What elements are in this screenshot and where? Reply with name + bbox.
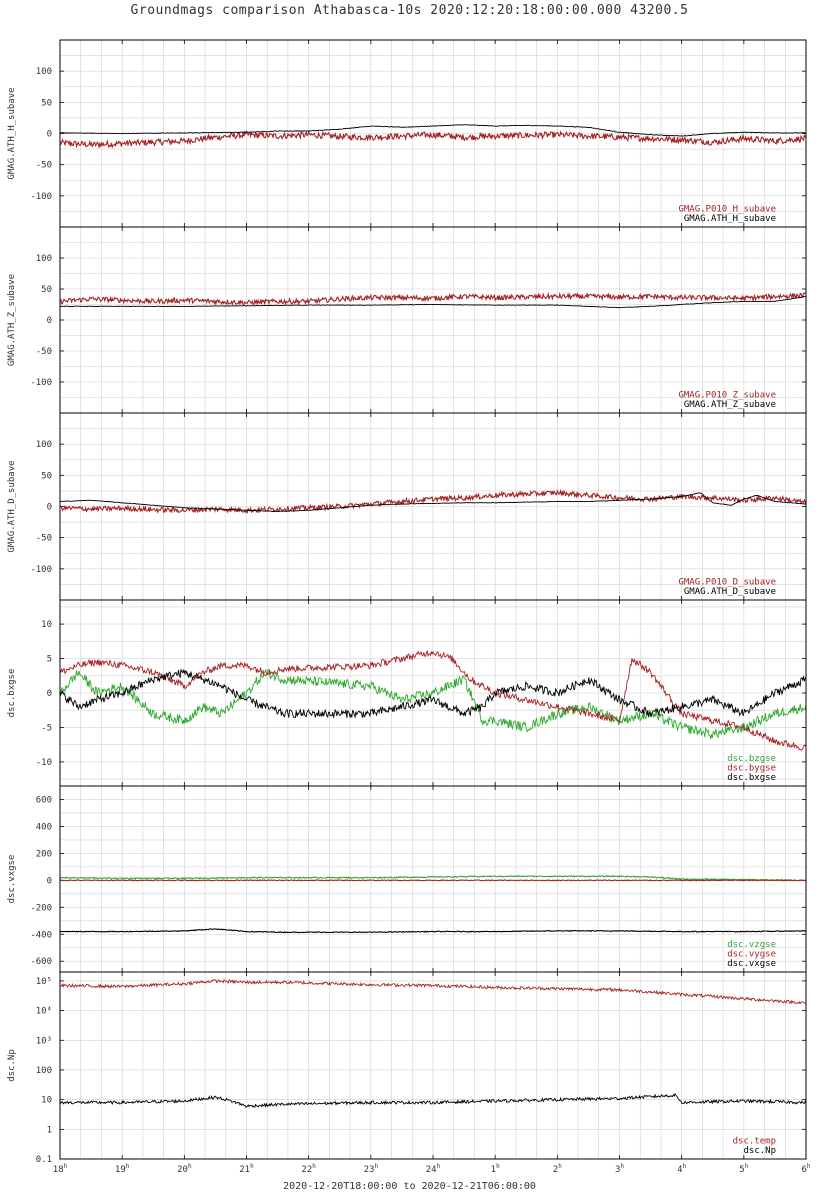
x-tick-label: 20h: [177, 1163, 192, 1175]
legend-entry: dsc.vzgse: [727, 940, 776, 950]
y-tick-label: 50: [41, 471, 52, 481]
x-tick-label: 4h: [677, 1163, 686, 1175]
y-tick-label: 10: [41, 620, 52, 630]
y-tick-label: 0: [47, 503, 52, 513]
y-axis-label: GMAG.ATH_D_subave: [7, 460, 17, 552]
y-tick-label: -100: [30, 192, 52, 202]
x-tick-label: 3h: [615, 1163, 624, 1175]
time-range-label: 2020-12-20T18:00:00 to 2020-12-21T06:00:…: [283, 1181, 536, 1192]
series-line: [59, 668, 807, 719]
series-line: [59, 488, 807, 515]
series-line: [59, 650, 807, 751]
y-tick-label: -10: [36, 758, 52, 768]
series-line: [59, 1092, 807, 1109]
x-tick-label: 22h: [301, 1163, 316, 1175]
y-tick-label: -5: [41, 723, 52, 733]
y-tick-label: 10³: [36, 1036, 52, 1046]
y-tick-label: 5: [47, 655, 52, 665]
legend-entry: GMAG.P010_H_subave: [678, 205, 776, 215]
series-line: [59, 296, 806, 309]
y-tick-label: -600: [30, 957, 52, 967]
x-tick-label: 2h: [553, 1163, 562, 1175]
legend-entry: dsc.bygse: [727, 764, 776, 774]
x-tick-label: 19h: [115, 1163, 130, 1175]
y-tick-label: 50: [41, 98, 52, 108]
legend-entry: GMAG.P010_Z_subave: [678, 391, 776, 401]
series-line: [59, 492, 807, 512]
y-tick-label: -50: [36, 347, 52, 357]
x-tick-label: 18h: [53, 1163, 68, 1175]
y-tick-label: -100: [30, 565, 52, 575]
y-axis-label: GMAG.ATH_H_subave: [7, 87, 17, 179]
y-tick-label: -100: [30, 378, 52, 388]
legend-entry: GMAG.ATH_D_subave: [684, 587, 776, 597]
y-tick-label: 100: [36, 254, 52, 264]
series-line: [59, 130, 807, 149]
series-line: [59, 979, 807, 1005]
legend-entry: dsc.bzgse: [727, 754, 776, 764]
y-tick-label: -200: [30, 903, 52, 913]
y-tick-label: 0: [47, 689, 52, 699]
y-tick-label: 1: [47, 1125, 52, 1135]
x-tick-label: 6h: [801, 1163, 810, 1175]
y-tick-label: 100: [36, 440, 52, 450]
y-tick-label: -50: [36, 161, 52, 171]
y-tick-label: 10⁵: [36, 977, 52, 987]
legend-entry: dsc.Np: [743, 1146, 776, 1156]
y-tick-label: 100: [36, 67, 52, 77]
legend-entry: dsc.temp: [733, 1137, 776, 1147]
legend-entry: GMAG.P010_D_subave: [678, 578, 776, 588]
y-tick-label: 200: [36, 849, 52, 859]
y-tick-label: -50: [36, 534, 52, 544]
series-line: [59, 668, 807, 740]
x-tick-label: 5h: [739, 1163, 748, 1175]
y-tick-label: -400: [30, 930, 52, 940]
y-tick-label: 10⁴: [36, 1007, 52, 1017]
x-tick-label: 24h: [426, 1163, 441, 1175]
legend-entry: GMAG.ATH_H_subave: [684, 214, 776, 224]
panel-frame: [59, 971, 807, 1160]
legend-entry: GMAG.ATH_Z_subave: [684, 400, 776, 410]
y-tick-label: 0: [47, 316, 52, 326]
y-tick-label: 600: [36, 795, 52, 805]
chart-title: Groundmags comparison Athabasca-10s 2020…: [130, 3, 689, 18]
series-line: [59, 928, 807, 934]
y-axis-label: dsc.vxgse: [7, 855, 17, 904]
y-tick-label: 0: [47, 876, 52, 886]
y-tick-label: 0.1: [36, 1155, 52, 1165]
y-axis-label: dsc.Np: [7, 1049, 17, 1082]
y-tick-label: 50: [41, 285, 52, 295]
legend-entry: dsc.vygse: [727, 950, 776, 960]
legend-entry: dsc.bxgse: [727, 773, 776, 783]
legend-entry: dsc.vxgse: [727, 959, 776, 969]
y-tick-label: 0: [47, 130, 52, 140]
y-tick-label: 10: [41, 1096, 52, 1106]
x-tick-label: 1h: [491, 1163, 500, 1175]
x-tick-label: 23h: [364, 1163, 379, 1175]
y-axis-label: dsc.bxgse: [7, 669, 17, 718]
y-tick-label: 100: [36, 1066, 52, 1076]
y-tick-label: 400: [36, 822, 52, 832]
series-line: [59, 292, 807, 306]
series-line: [59, 124, 807, 137]
series-line: [59, 874, 807, 882]
x-tick-label: 21h: [239, 1163, 254, 1175]
y-axis-label: GMAG.ATH_Z_subave: [7, 274, 17, 366]
series-line: [59, 879, 807, 882]
